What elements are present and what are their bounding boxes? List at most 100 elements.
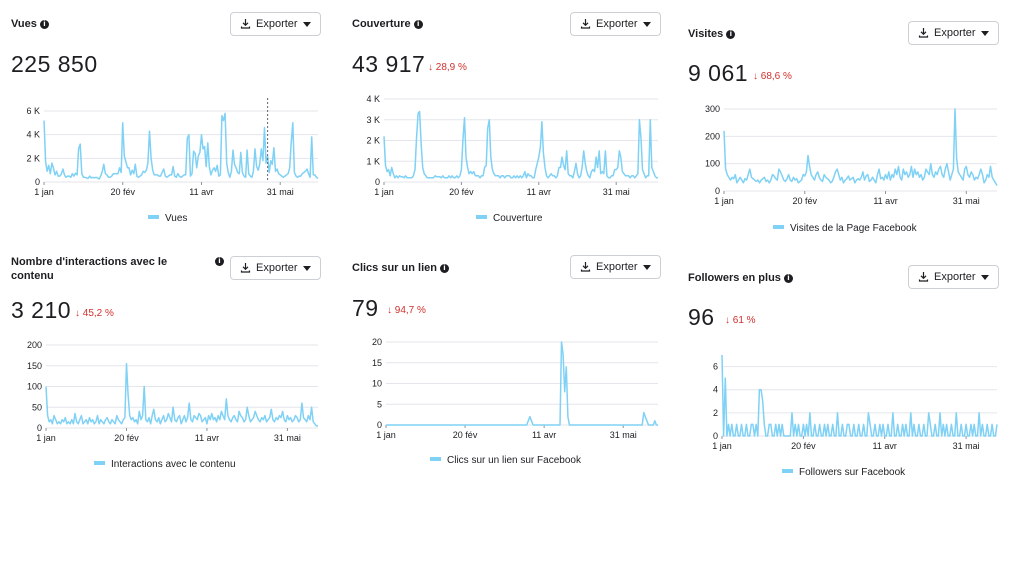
y-tick-label: 15	[372, 358, 382, 368]
x-tick-label: 1 jan	[714, 196, 734, 206]
total-value: 96	[688, 304, 715, 330]
y-tick-label: 0	[35, 177, 40, 187]
delta-badge: ↓ 68,6 %	[753, 71, 792, 82]
y-tick-label: 5	[377, 399, 382, 409]
legend-swatch	[782, 469, 793, 473]
y-tick-label: 300	[705, 104, 720, 114]
export-button[interactable]: Exporter	[230, 12, 321, 36]
y-tick-label: 100	[27, 382, 42, 392]
y-tick-label: 6	[713, 362, 718, 372]
chevron-down-icon	[981, 275, 989, 280]
series-line[interactable]	[721, 354, 998, 437]
export-label: Exporter	[596, 18, 638, 30]
delta-badge: ↓ 94,7 %	[387, 305, 426, 316]
delta-badge: ↓ 45,2 %	[75, 308, 114, 319]
y-tick-label: 0	[375, 177, 380, 187]
series-line[interactable]	[386, 341, 658, 426]
chevron-down-icon	[981, 31, 989, 36]
export-button[interactable]: Exporter	[908, 265, 999, 289]
info-icon[interactable]: i	[726, 30, 736, 39]
y-tick-label: 0	[37, 423, 42, 433]
chart-legend: Followers sur Facebook	[782, 467, 905, 478]
series-line[interactable]	[383, 110, 658, 179]
legend-swatch	[773, 225, 784, 229]
info-icon[interactable]: i	[215, 257, 224, 266]
y-tick-label: 50	[32, 402, 42, 412]
legend-swatch	[476, 215, 487, 219]
total-value: 43 917	[352, 51, 426, 77]
chart-legend: Couverture	[476, 213, 542, 224]
info-icon[interactable]: i	[413, 20, 423, 29]
chart-legend: Clics sur un lien sur Facebook	[430, 455, 581, 466]
x-tick-label: 11 avr	[532, 430, 556, 440]
download-icon	[918, 272, 929, 282]
export-label: Exporter	[934, 271, 976, 283]
x-tick-label: 1 jan	[376, 430, 396, 440]
x-tick-label: 11 avr	[873, 441, 897, 451]
chart-couverture: 0 1 K 2 K 3 K 4 K 1 jan 20 fév 11 avr 31 mai	[366, 94, 658, 197]
y-tick-label: 100	[705, 159, 720, 169]
x-tick-label: 1 jan	[712, 441, 732, 451]
y-tick-label: 0	[713, 431, 718, 441]
info-icon[interactable]: i	[783, 274, 793, 283]
total-value: 9 061	[688, 60, 749, 86]
x-tick-label: 20 fév	[791, 441, 816, 451]
export-button[interactable]: Exporter	[908, 21, 999, 45]
chart-visites: 0 100 200 300 1 jan 20 fév 11 avr 31 mai	[705, 104, 998, 206]
download-icon	[580, 19, 591, 29]
chart-legend: Vues	[148, 213, 187, 224]
x-tick-label: 31 mai	[603, 187, 630, 197]
export-label: Exporter	[934, 27, 976, 39]
delta-badge: ↓ 61 %	[725, 315, 756, 326]
x-tick-label: 11 avr	[195, 433, 219, 443]
x-tick-label: 1 jan	[374, 187, 394, 197]
legend-swatch	[94, 461, 105, 465]
download-icon	[240, 263, 251, 273]
y-tick-label: 200	[27, 340, 42, 350]
y-tick-label: 20	[372, 337, 382, 347]
y-tick-label: 3 K	[366, 115, 380, 125]
card-title: Couverture i	[352, 17, 423, 31]
card-title: Visites i	[688, 27, 736, 41]
x-tick-label: 11 avr	[189, 187, 213, 197]
chevron-down-icon	[303, 266, 311, 271]
export-label: Exporter	[256, 262, 298, 274]
y-tick-label: 6 K	[26, 106, 40, 116]
export-button[interactable]: Exporter	[230, 256, 321, 280]
total-value: 79	[352, 295, 379, 321]
export-label: Exporter	[596, 261, 638, 273]
export-button[interactable]: Exporter	[570, 12, 661, 36]
series-line[interactable]	[723, 108, 998, 186]
chart-clics: 0 5 10 15 20 1 jan 20 fév 11 avr 31 mai	[372, 337, 658, 440]
total-value: 3 210	[11, 297, 72, 323]
card-visites: Visites i Exporter 9 061 ↓ 68,6 % 0 100 200…	[677, 8, 1009, 244]
x-tick-label: 20 fév	[449, 187, 474, 197]
chart-legend: Interactions avec le contenu	[94, 459, 236, 470]
chart-interactions: 0 50 100 150 200 1 jan 20 fév 11 avr 31 mai	[27, 340, 318, 443]
export-button[interactable]: Exporter	[570, 255, 661, 279]
y-tick-label: 1 K	[366, 156, 380, 166]
x-tick-label: 1 jan	[34, 187, 54, 197]
card-followers: Followers en plus i Exporter 96 ↓ 61 % 0 2…	[677, 254, 1009, 486]
info-icon[interactable]: i	[39, 20, 49, 29]
card-title: Clics sur un lien i	[352, 261, 449, 275]
x-tick-label: 20 fév	[793, 196, 818, 206]
x-tick-label: 31 mai	[953, 196, 980, 206]
x-tick-label: 20 fév	[453, 430, 478, 440]
delta-badge: ↓ 28,9 %	[428, 62, 467, 73]
x-tick-label: 31 mai	[953, 441, 980, 451]
x-tick-label: 11 avr	[527, 187, 551, 197]
series-line[interactable]	[43, 112, 319, 180]
x-tick-label: 31 mai	[274, 433, 301, 443]
chart-legend: Visites de la Page Facebook	[773, 223, 917, 234]
y-tick-label: 2	[713, 408, 718, 418]
info-icon[interactable]: i	[439, 264, 449, 273]
x-tick-label: 20 fév	[114, 433, 139, 443]
card-title: Followers en plus i	[688, 271, 793, 285]
series-line[interactable]	[45, 362, 318, 427]
y-tick-label: 2 K	[26, 153, 40, 163]
x-tick-label: 31 mai	[267, 187, 294, 197]
export-label: Exporter	[256, 18, 298, 30]
